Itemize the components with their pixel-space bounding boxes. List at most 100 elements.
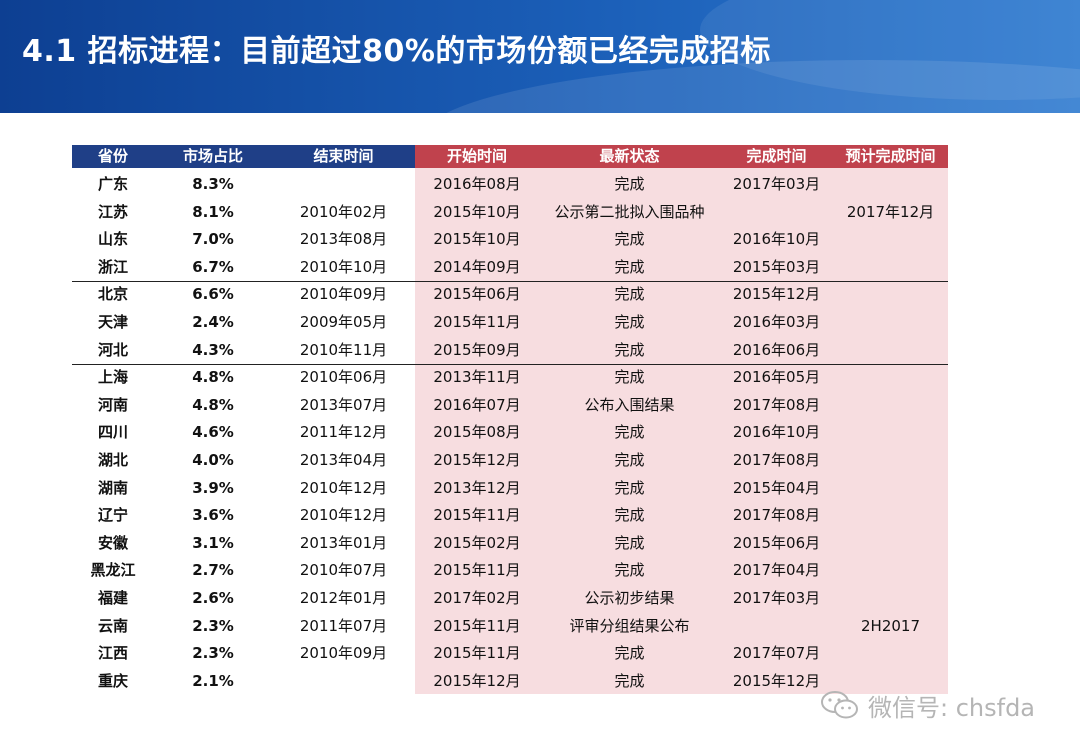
table-row: 江西 2.3% 2010年09月 2015年11月 完成 2017年07月 [72, 640, 948, 668]
group-divider [72, 281, 948, 282]
cell-latest-status: 完成 [614, 423, 645, 442]
cell-start-time: 2015年11月 [433, 561, 521, 580]
cell-start-time: 2015年11月 [433, 313, 521, 331]
cell-end-time [272, 171, 415, 199]
cell-complete-time: 2017年07月 [732, 644, 821, 663]
cell-complete-time: 2015年03月 [732, 257, 821, 276]
table-row: 江苏 8.1% 2010年02月 2015年10月 公示第二批拟入围品种 2017年12月 [72, 199, 948, 227]
cell-expected-time [833, 171, 948, 199]
cell-end-time: 2011年12月 [299, 423, 388, 442]
cell-market-share: 3.1% [192, 533, 234, 552]
cell-start-time: 2015年08月 [433, 423, 521, 442]
table-highlight-area [415, 168, 948, 694]
cell-market-share: 6.6% [192, 285, 234, 304]
header-latest-status: 最新状态 [599, 147, 660, 165]
cell-market-share: 7.0% [192, 230, 234, 249]
cell-start-time: 2015年10月 [433, 202, 521, 221]
cell-expected-time: 2017年12月 [846, 202, 935, 221]
cell-province: 福建 [97, 589, 128, 607]
cell-province: 安徽 [97, 533, 128, 552]
cell-end-time: 2010年09月 [299, 644, 388, 663]
cell-start-time: 2015年10月 [433, 230, 521, 249]
cell-province: 湖南 [97, 478, 128, 497]
cell-market-share: 3.9% [192, 478, 234, 497]
cell-expected-time [833, 392, 948, 420]
cell-complete-time: 2015年12月 [732, 671, 821, 690]
cell-end-time [272, 668, 415, 696]
cell-market-share: 8.1% [192, 202, 234, 221]
cell-expected-time [833, 640, 948, 668]
cell-end-time: 2010年06月 [299, 368, 388, 387]
table-row: 天津 2.4% 2009年05月 2015年11月 完成 2016年03月 [72, 309, 948, 337]
cell-market-share: 4.8% [192, 368, 234, 387]
header-complete-time: 完成时间 [746, 147, 807, 165]
table-row: 浙江 6.7% 2010年10月 2014年09月 完成 2015年03月 [72, 254, 948, 282]
cell-market-share: 2.1% [192, 671, 234, 690]
cell-latest-status: 公示初步结果 [584, 589, 675, 607]
cell-expected-time [833, 530, 948, 558]
cell-start-time: 2015年11月 [433, 644, 521, 663]
cell-expected-time [833, 419, 948, 447]
cell-complete-time [720, 199, 833, 227]
cell-province: 山东 [97, 230, 128, 249]
cell-end-time: 2013年07月 [299, 395, 388, 414]
cell-latest-status: 完成 [614, 671, 645, 690]
table-row: 河南 4.8% 2013年07月 2016年07月 公布入围结果 2017年08月 [72, 392, 948, 420]
cell-start-time: 2015年12月 [433, 451, 521, 469]
cell-expected-time [833, 309, 948, 337]
cell-end-time: 2013年01月 [299, 533, 388, 552]
cell-market-share: 2.3% [192, 616, 234, 635]
table-row: 广东 8.3% 2016年08月 完成 2017年03月 [72, 171, 948, 199]
cell-complete-time: 2017年08月 [732, 395, 821, 414]
cell-complete-time: 2015年04月 [732, 478, 821, 497]
cell-expected-time [833, 337, 948, 365]
cell-complete-time: 2017年03月 [732, 589, 821, 607]
cell-expected-time [833, 254, 948, 282]
table-header-left: 省份 市场占比 结束时间 [72, 145, 415, 168]
cell-province: 四川 [97, 423, 128, 442]
cell-end-time: 2010年10月 [299, 257, 388, 276]
cell-province: 浙江 [97, 257, 128, 276]
header-end-time: 结束时间 [313, 147, 374, 165]
table-row: 四川 4.6% 2011年12月 2015年08月 完成 2016年10月 [72, 419, 948, 447]
cell-expected-time [833, 502, 948, 530]
cell-expected-time [833, 585, 948, 613]
cell-province: 云南 [97, 616, 128, 635]
cell-complete-time: 2017年03月 [732, 175, 821, 193]
cell-start-time: 2013年11月 [433, 368, 521, 387]
header-market-share: 市场占比 [182, 147, 243, 165]
cell-expected-time [833, 557, 948, 585]
cell-end-time: 2012年01月 [299, 589, 388, 607]
cell-complete-time: 2015年12月 [732, 285, 821, 304]
cell-complete-time: 2015年06月 [732, 533, 821, 552]
cell-start-time: 2016年07月 [433, 395, 521, 414]
cell-expected-time [833, 364, 948, 392]
cell-start-time: 2015年06月 [433, 285, 521, 304]
cell-latest-status: 完成 [614, 313, 645, 331]
cell-province: 辽宁 [97, 506, 128, 525]
cell-latest-status: 完成 [614, 451, 645, 469]
cell-latest-status: 完成 [614, 175, 645, 193]
table-row: 山东 7.0% 2013年08月 2015年10月 完成 2016年10月 [72, 226, 948, 254]
cell-province: 广东 [97, 175, 128, 193]
cell-end-time: 2013年08月 [299, 230, 388, 249]
cell-end-time: 2013年04月 [299, 451, 388, 469]
cell-province: 河南 [97, 395, 128, 414]
cell-end-time: 2010年12月 [299, 506, 388, 525]
cell-latest-status: 公布入围结果 [584, 395, 675, 414]
cell-latest-status: 完成 [614, 285, 645, 304]
cell-end-time: 2010年07月 [299, 561, 388, 580]
cell-province: 上海 [97, 368, 128, 387]
cell-latest-status: 完成 [614, 533, 645, 552]
cell-market-share: 2.7% [192, 561, 234, 580]
cell-latest-status: 完成 [614, 561, 645, 580]
cell-start-time: 2016年08月 [433, 175, 521, 193]
table-row: 河北 4.3% 2010年11月 2015年09月 完成 2016年06月 [72, 337, 948, 365]
table-row: 安徽 3.1% 2013年01月 2015年02月 完成 2015年06月 [72, 530, 948, 558]
table-row: 北京 6.6% 2010年09月 2015年06月 完成 2015年12月 [72, 281, 948, 309]
cell-province: 河北 [97, 340, 128, 359]
cell-latest-status: 完成 [614, 506, 645, 525]
cell-end-time: 2011年07月 [299, 616, 388, 635]
cell-market-share: 6.7% [192, 257, 234, 276]
header-province: 省份 [97, 147, 128, 165]
